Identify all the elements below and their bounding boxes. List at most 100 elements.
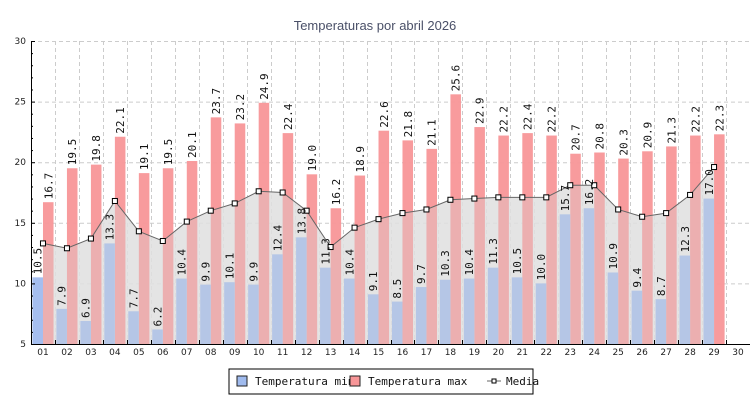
chart-title: Temperaturas por abril 2026 <box>294 18 457 33</box>
x-tick-label: 08 <box>205 348 217 358</box>
bar-max <box>138 173 150 344</box>
bar-min <box>152 329 163 344</box>
x-tick-label: 30 <box>732 348 744 358</box>
x-tick-label: 03 <box>85 348 96 358</box>
bar-max <box>258 102 270 344</box>
bar-min-label: 8.5 <box>391 279 404 299</box>
media-marker <box>663 210 670 217</box>
media-marker <box>63 245 70 252</box>
x-tick-label: 06 <box>157 348 169 358</box>
y-tick-label: 5 <box>20 340 26 350</box>
media-marker <box>87 235 94 242</box>
media-marker <box>567 182 574 189</box>
bar-max-label: 23.7 <box>210 88 223 115</box>
y-tick-label: 10 <box>15 279 27 289</box>
bar-min-label: 9.9 <box>199 262 212 282</box>
bar-min <box>296 237 307 344</box>
x-tick-label: 29 <box>708 348 720 358</box>
x-tick-label: 09 <box>229 348 241 358</box>
bar-min <box>511 277 523 344</box>
media-marker <box>183 218 190 225</box>
bar-min <box>200 284 211 344</box>
bar-max-label: 22.2 <box>498 106 511 133</box>
media-marker <box>39 240 46 247</box>
media-marker <box>711 164 718 171</box>
bar-max <box>114 136 126 344</box>
bar-min <box>367 294 379 344</box>
x-tick-label: 28 <box>684 348 696 358</box>
bar-min-label: 9.7 <box>415 264 428 284</box>
legend-swatch-max <box>349 375 361 387</box>
bar-max-label: 19.8 <box>90 135 103 162</box>
x-tick-label: 23 <box>565 348 576 358</box>
bar-max-label: 19.5 <box>162 139 175 166</box>
media-marker <box>471 195 478 202</box>
x-tick-label: 24 <box>588 348 600 358</box>
media-marker <box>255 188 262 195</box>
bar-max-label: 20.9 <box>641 122 654 149</box>
x-tick-label: 11 <box>277 348 288 358</box>
bar-min <box>32 277 43 344</box>
bar-min <box>655 299 667 344</box>
y-tick-label: 15 <box>15 219 26 229</box>
bar-max <box>498 135 509 344</box>
x-tick-label: 22 <box>541 348 552 358</box>
bar-min <box>344 278 355 344</box>
bar-min-label: 10.0 <box>535 254 548 281</box>
x-tick-label: 25 <box>612 348 623 358</box>
media-marker <box>279 189 286 196</box>
bar-max-label: 18.9 <box>354 146 367 173</box>
bar-max <box>594 152 605 344</box>
bar-min-label: 6.2 <box>152 307 165 327</box>
bar-max <box>306 174 318 344</box>
bar-max-label: 21.8 <box>402 111 415 138</box>
bar-max <box>522 133 533 344</box>
bar-max-label: 21.3 <box>665 117 678 144</box>
bar-max-label: 22.2 <box>689 106 702 133</box>
media-marker <box>687 191 694 198</box>
bar-min <box>559 214 571 344</box>
bar-min <box>703 198 715 344</box>
bar-min-label: 10.4 <box>463 249 476 276</box>
bar-min <box>679 255 691 344</box>
media-marker <box>543 194 550 201</box>
media-marker <box>519 194 526 201</box>
bar-min <box>391 301 403 344</box>
x-tick-label: 16 <box>397 348 409 358</box>
bar-max-label: 20.7 <box>570 124 583 151</box>
legend-box <box>228 368 534 395</box>
bar-max-label: 16.2 <box>330 179 343 206</box>
bar-max <box>570 153 581 344</box>
bar-min <box>56 308 67 344</box>
x-tick-label: 07 <box>181 348 192 358</box>
bar-max-label: 22.6 <box>378 101 391 128</box>
media-marker <box>447 196 454 203</box>
bar-min-label: 11.3 <box>487 238 500 265</box>
bar-min-label: 15.7 <box>559 185 572 212</box>
bar-max <box>474 127 485 344</box>
bar-min <box>415 287 427 344</box>
bar-min-label: 9.4 <box>631 267 644 287</box>
bar-max-label: 19.0 <box>306 145 319 172</box>
bar-max-label: 22.9 <box>474 98 487 125</box>
bar-min <box>631 290 643 344</box>
bar-min <box>176 278 187 344</box>
x-tick-label: 13 <box>325 348 336 358</box>
media-marker <box>423 206 430 213</box>
bar-min-label: 17.0 <box>703 169 716 196</box>
bar-max-label: 20.8 <box>593 123 606 150</box>
legend-swatch-media-marker <box>491 378 497 384</box>
bar-min-label: 10.3 <box>439 250 452 277</box>
media-marker <box>231 200 238 207</box>
media-marker <box>207 207 214 214</box>
bar-min-label: 12.4 <box>271 224 284 251</box>
x-tick-label: 26 <box>636 348 648 358</box>
x-tick-label: 10 <box>253 348 265 358</box>
bar-max-label: 21.1 <box>426 119 439 146</box>
media-marker <box>495 194 502 201</box>
y-tick-label: 30 <box>15 37 27 47</box>
bar-max <box>186 160 198 344</box>
bar-max <box>618 158 629 344</box>
x-tick-label: 04 <box>109 348 121 358</box>
bar-max-label: 24.9 <box>258 73 271 100</box>
